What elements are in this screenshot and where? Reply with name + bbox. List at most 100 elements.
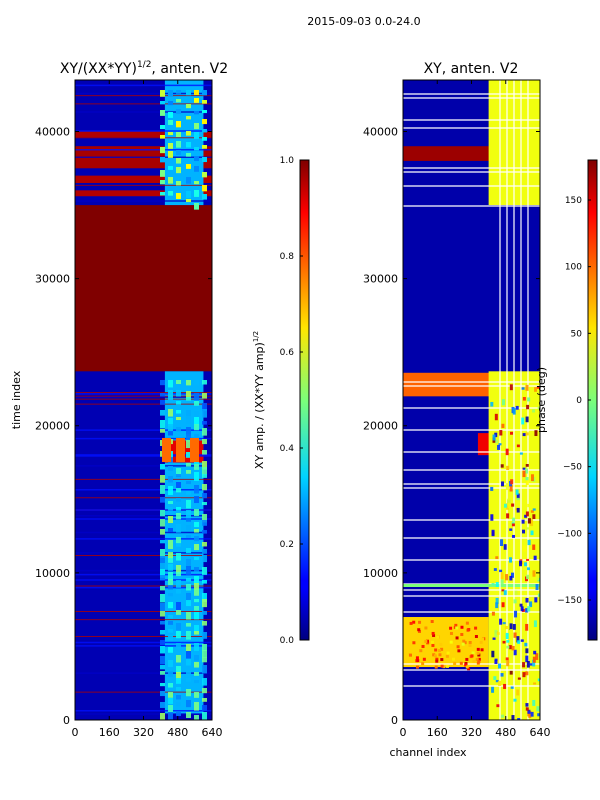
phase-texture-speckle — [468, 643, 472, 647]
amp-texture-cell — [176, 181, 181, 186]
phase-texture-cell — [517, 640, 521, 644]
amp-texture-cell — [168, 572, 173, 581]
amp-texture-cell — [202, 403, 207, 412]
phase-texture-speckle — [434, 648, 438, 652]
amp-texture-cell — [194, 132, 199, 139]
phase-texture-speckle — [418, 620, 422, 624]
phase-x-axis: 0 160 320 480 640 — [400, 80, 551, 739]
phase-texture-speckle — [421, 644, 425, 648]
amp-texture-cell — [168, 698, 173, 704]
phase-texture-speckle — [464, 663, 468, 667]
amp-texture-cell — [168, 635, 173, 641]
amp-texture-cell — [202, 409, 207, 418]
amp-texture-cell — [160, 683, 165, 687]
amp-texture-cell — [194, 417, 199, 425]
amp-texture-cell — [202, 119, 207, 125]
amp-texture-cell — [186, 623, 191, 627]
phase-texture-speckle — [446, 651, 450, 655]
amp-texture-cell — [168, 507, 173, 511]
amp-texture-cell — [202, 467, 207, 475]
amp-texture-cell — [168, 166, 173, 170]
amp-texture-cell — [202, 611, 207, 615]
amp-texture-cell — [202, 185, 207, 192]
phase-texture-cell — [509, 629, 513, 634]
amp-texture-cell — [176, 150, 181, 155]
phase-texture-cell — [491, 611, 495, 616]
amp-texture-cell — [202, 549, 207, 554]
phase-texture-cell — [532, 699, 536, 706]
amp-colorbar-tick-label: 0.2 — [280, 540, 294, 550]
phase-texture-cell — [511, 503, 515, 507]
amp-texture-cell — [186, 164, 191, 169]
phase-texture-cell — [504, 503, 508, 508]
amp-texture-cell — [202, 542, 207, 547]
amp-texture-cell — [168, 516, 173, 524]
amp-cbar-label-exp: 1/2 — [252, 331, 260, 342]
amp-texture-cell — [202, 678, 207, 686]
amp-texture-cell — [186, 90, 191, 96]
amp-texture-cell — [160, 713, 165, 720]
phase-texture-cell — [525, 597, 529, 603]
amp-texture-cell — [176, 655, 181, 663]
amp-texture-cell — [202, 172, 207, 178]
phase-texture-speckle — [440, 664, 444, 668]
phase-texture-speckle — [421, 662, 425, 666]
phase-texture-speckle — [424, 626, 428, 630]
phase-texture-cell — [512, 624, 516, 630]
amp-texture-cell — [160, 665, 165, 670]
phase-colorbar-tick-label: −100 — [557, 529, 582, 539]
amp-texture-cell — [194, 544, 199, 551]
phase-texture-cell — [532, 570, 536, 577]
amp-texture-cell — [186, 104, 191, 109]
phase-texture-speckle — [468, 641, 472, 645]
phase-texture-cell — [500, 481, 504, 487]
amp-texture-cell — [194, 411, 199, 417]
phase-x-tick-label: 160 — [427, 726, 448, 739]
phase-texture-cell — [509, 623, 513, 631]
phase-texture-cell — [515, 489, 519, 495]
phase-texture-cell — [517, 677, 521, 680]
phase-texture-cell — [505, 448, 509, 456]
amp-texture-cell — [194, 380, 199, 386]
amp-texture-cell — [202, 502, 207, 506]
amp-texture-cell — [160, 671, 165, 675]
phase-texture-speckle — [449, 626, 453, 630]
amp-texture-cell — [186, 427, 191, 436]
amp-texture-cell — [168, 558, 173, 563]
amp-texture-cell — [194, 496, 199, 504]
amp-texture-cell — [176, 90, 181, 94]
amp-title-main: XY/(XX*YY) — [60, 61, 137, 77]
amp-texture-cell — [202, 712, 207, 720]
phase-texture-speckle — [438, 649, 442, 653]
phase-texture-cell — [511, 645, 515, 651]
amp-texture-cell — [194, 655, 199, 661]
amp-y-tick-label: 10000 — [35, 567, 70, 580]
amp-texture-cell — [176, 543, 181, 547]
amp-texture-cell — [176, 589, 181, 594]
amp-colorbar-tick-label: 0.4 — [280, 444, 295, 454]
amp-texture-cell — [160, 569, 165, 578]
amp-texture-cell — [176, 678, 181, 684]
amp-heatmap-region — [75, 131, 212, 138]
phase-colorbar-label: phase (deg) — [535, 367, 548, 433]
amp-texture-cell — [202, 421, 207, 425]
phase-texture-cell — [509, 557, 513, 563]
amp-texture-cell — [194, 166, 199, 172]
phase-texture-cell — [526, 404, 530, 410]
phase-texture-cell — [521, 417, 525, 425]
amp-texture-cell — [194, 111, 199, 115]
amp-cbar-label-main: XY amp. / (XX*YY amp) — [253, 342, 266, 469]
phase-texture-cell — [526, 660, 530, 668]
amp-texture-cell — [186, 191, 191, 198]
amp-texture-cell — [186, 712, 191, 719]
amp-texture-cell — [186, 559, 191, 568]
amp-panel: XY/(XX*YY)1/2, anten. V2 0 160 320 480 640 0… — [10, 60, 228, 739]
phase-texture-speckle — [430, 620, 434, 624]
amp-texture-cell — [186, 566, 191, 575]
amp-texture-cell — [160, 621, 165, 625]
amp-texture-cell — [202, 194, 207, 200]
amp-texture-cell — [186, 535, 191, 539]
amp-texture-cell — [186, 116, 191, 120]
phase-texture-cell — [512, 517, 516, 522]
phase-texture-cell — [495, 439, 499, 444]
